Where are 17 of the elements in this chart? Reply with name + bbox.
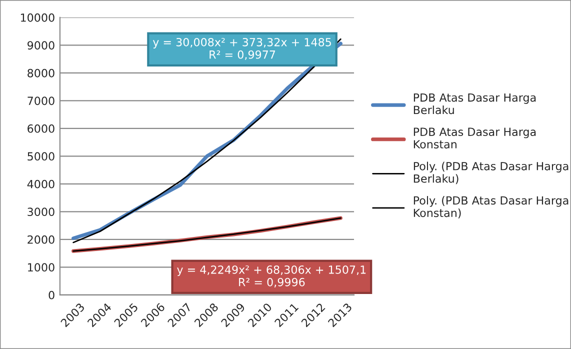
- y-tick-label: 8000: [28, 68, 54, 78]
- y-tick-label: 6000: [28, 124, 54, 133]
- y-tick-label: 2000: [28, 235, 54, 244]
- y-tick-label: 5000: [28, 152, 54, 161]
- y-tick-label: 10000: [20, 13, 54, 22]
- y-tick-label: 9000: [28, 41, 54, 50]
- annotation: y = 4,2249x² + 68,306x + 1507,1 R² = 0,9996: [177, 265, 366, 288]
- legend-label: Poly. (PDB Atas Dasar Harga Konstan): [414, 196, 568, 218]
- legend-label: PDB Atas Dasar Harga Konstan: [414, 128, 536, 148]
- annotation: y = 30,008x² + 373,32x + 1485 R² = 0,9977: [152, 38, 331, 60]
- legend-label: PDB Atas Dasar Harga Berlaku: [414, 93, 536, 114]
- y-tick-label: 1000: [28, 263, 54, 272]
- y-tick-label: 7000: [28, 96, 54, 106]
- legend-label: Poly. (PDB Atas Dasar Harga Berlaku): [414, 162, 568, 184]
- y-tick-label: 0: [48, 290, 54, 300]
- y-tick-label: 4000: [27, 180, 54, 188]
- y-tick-label: 3000: [28, 208, 54, 216]
